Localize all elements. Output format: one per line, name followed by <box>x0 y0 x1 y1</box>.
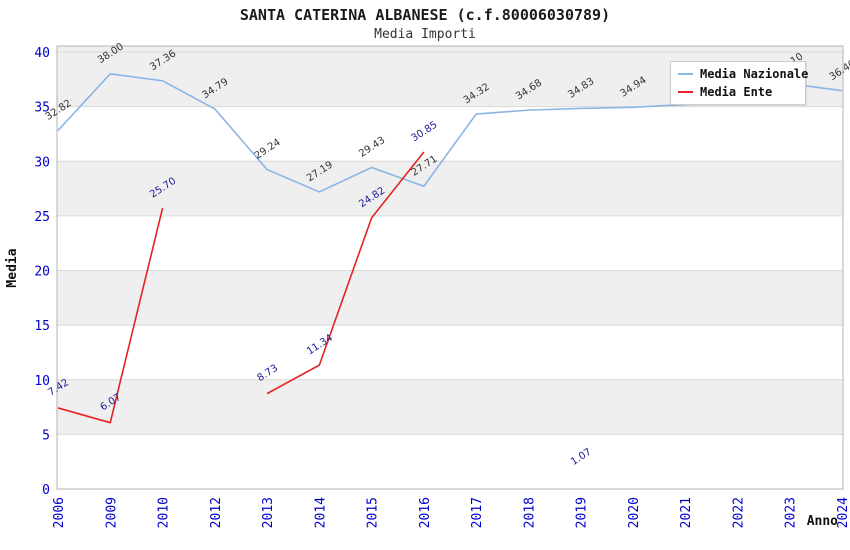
y-tick-label: 10 <box>34 374 50 389</box>
y-tick-label: 5 <box>42 428 50 443</box>
x-tick-label: 2017 <box>470 497 485 528</box>
x-tick-label: 2018 <box>522 497 537 528</box>
y-axis-title: Media <box>5 248 20 287</box>
series-line-media-ente <box>266 151 425 395</box>
plot-border <box>56 45 844 490</box>
x-tick-label: 2010 <box>157 497 172 528</box>
series-line-media-ente <box>57 208 164 424</box>
x-tick-label: 2006 <box>52 497 67 528</box>
legend-label-media-nazionale: Media Nazionale <box>700 66 809 81</box>
plot-band <box>57 379 843 435</box>
y-tick-label: 0 <box>42 483 50 498</box>
y-tick-label: 30 <box>34 155 50 170</box>
y-tick-label: 20 <box>34 265 50 280</box>
data-label: 29.43 <box>357 135 387 160</box>
chart-subtitle: Media Importi <box>374 27 476 42</box>
x-tick-label: 2023 <box>784 497 799 528</box>
legend-label-media-ente: Media Ente <box>700 85 773 100</box>
legend-item-media-nazionale: Media Nazionale <box>671 66 809 81</box>
data-label: 11.34 <box>305 333 335 358</box>
media-ente-line-swatch <box>678 91 693 94</box>
x-tick-label: 2014 <box>313 497 328 528</box>
x-tick-label: 2013 <box>261 497 276 528</box>
plot-band <box>57 161 843 216</box>
media-nazionale-line-swatch <box>678 72 693 75</box>
y-tick-label: 40 <box>34 46 50 61</box>
x-tick-label: 2016 <box>418 497 433 528</box>
data-label: 29.24 <box>253 137 283 162</box>
x-tick-label: 2009 <box>104 497 119 528</box>
legend-box: Media Nazionale Media Ente <box>670 61 809 105</box>
x-tick-label: 2024 <box>836 497 850 528</box>
y-tick-label: 25 <box>34 210 50 225</box>
x-tick-label: 2019 <box>575 497 590 528</box>
x-tick-label: 2021 <box>679 497 694 528</box>
plot-band <box>57 270 843 326</box>
x-tick-label: 2022 <box>731 497 746 528</box>
x-axis-title: Anno <box>807 514 838 529</box>
x-tick-label: 2020 <box>627 497 642 528</box>
data-label: 30.85 <box>409 119 439 144</box>
legend-item-media-ente: Media Ente <box>671 85 805 99</box>
y-tick-label: 15 <box>34 319 50 334</box>
y-tick-label: 35 <box>34 101 50 116</box>
x-tick-label: 2012 <box>209 497 224 528</box>
chart-title: SANTA CATERINA ALBANESE (c.f.80006030789… <box>239 6 611 24</box>
data-label: 1.07 <box>569 447 594 468</box>
x-tick-label: 2015 <box>366 497 381 528</box>
